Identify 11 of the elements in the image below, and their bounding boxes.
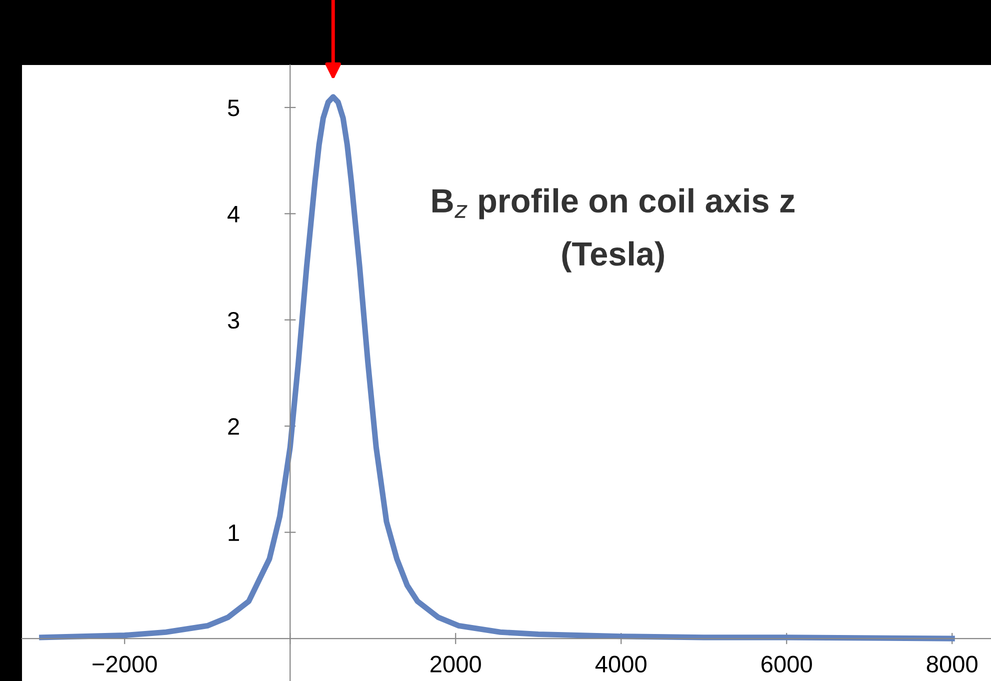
y-tick-label: 1 [228,524,239,541]
y-tick-label: 3 [228,312,240,329]
x-tick-label: 8000 [926,656,978,673]
y-tick-label: 5 [228,100,240,116]
text: B$_{z}$ profile on coil axis z (Tesla) [432,188,794,272]
x-tick-label: 4000 [595,656,646,673]
x-tick-label: 6000 [762,656,812,673]
x-tick-label: 2000 [430,656,481,673]
x-tick-label: −2000 [92,656,157,673]
y-tick-label: 2 [228,418,239,435]
y-tick-label: 4 [228,206,240,222]
